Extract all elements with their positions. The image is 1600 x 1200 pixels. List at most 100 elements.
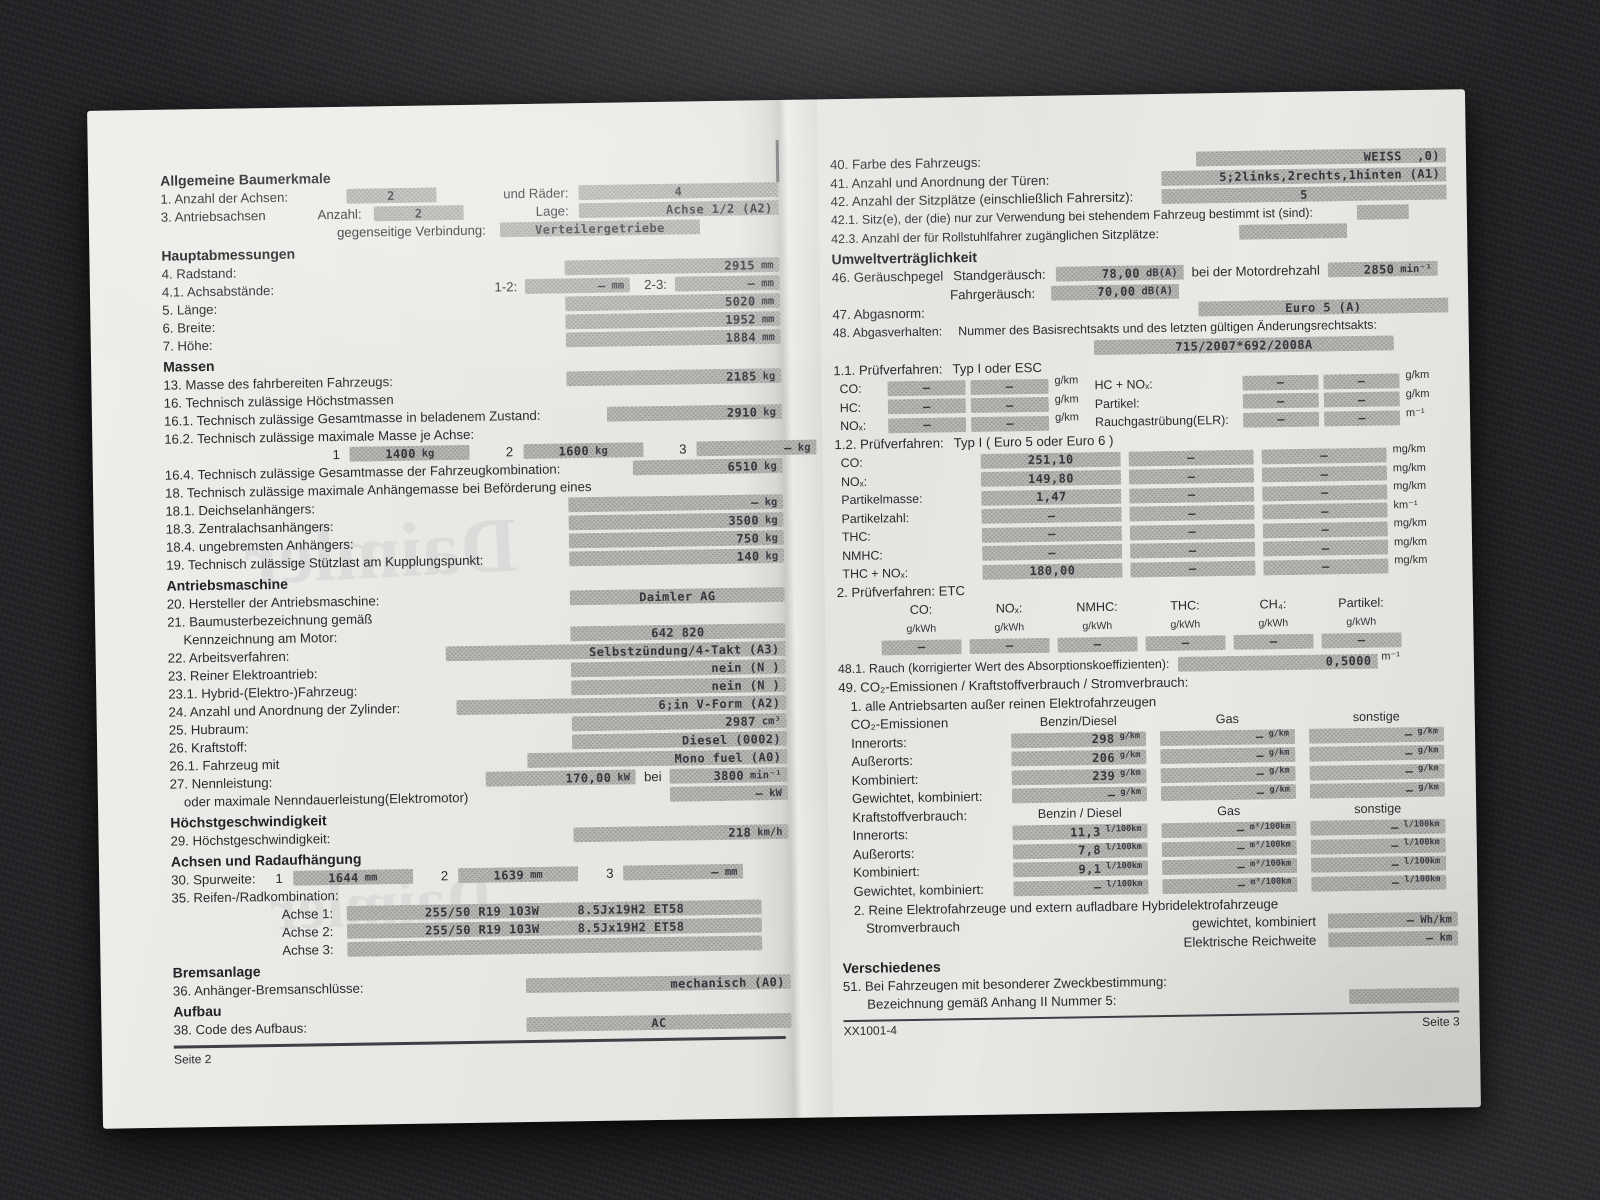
field-label: 23. Reiner Elektroantrieb:	[167, 666, 318, 684]
field-value: Selbstzündung/4-Takt (A3)	[588, 641, 780, 659]
field-label: Achse 1:	[281, 906, 334, 922]
field-value-box: – g/km	[1309, 763, 1445, 781]
field-value: Diesel (0002)	[681, 731, 782, 748]
field-label: HC:	[839, 400, 862, 415]
spacer	[1049, 178, 1161, 180]
field-unit: g/km	[1417, 726, 1439, 737]
spacer	[568, 192, 578, 193]
inline-text: g/kWh	[1082, 619, 1113, 632]
field-label: Achse 3:	[282, 942, 334, 958]
field-label: 27. Nennleistung:	[169, 775, 273, 792]
field-unit: g/km	[1119, 730, 1141, 742]
spacer	[1169, 663, 1177, 664]
field-label: 36. Anhänger-Bremsanschlüsse:	[172, 980, 364, 999]
spacer	[464, 211, 536, 212]
field-value: –	[923, 417, 932, 432]
spacer	[357, 688, 571, 691]
spacer	[315, 505, 568, 509]
unit-label: mg/km	[1392, 461, 1426, 474]
field-label: Innerorts:	[850, 734, 907, 751]
field-value-box: AC	[526, 1012, 792, 1033]
field-unit: l/100km	[1105, 823, 1142, 834]
field-value-box: 1952 mm	[565, 311, 781, 330]
unit-label: g/km	[1405, 387, 1430, 400]
spacer	[630, 284, 644, 285]
field-value: –	[1391, 838, 1400, 853]
field-label: Kennzeichnung am Motor:	[183, 630, 338, 648]
field-label: 5. Länge:	[162, 301, 218, 318]
field-value: –	[1237, 840, 1245, 855]
field-value: 2185	[726, 368, 757, 384]
field-value: –	[1188, 543, 1197, 558]
field-value: –	[1276, 393, 1285, 408]
inline-text: Nummer des Basisrechtsakts und des letzt…	[958, 317, 1377, 339]
field-label: Außerorts:	[852, 845, 915, 862]
field-value-box: – Wh/km	[1327, 911, 1459, 929]
field-unit: kW	[769, 786, 782, 799]
spacer	[340, 454, 350, 455]
field-unit: g/km	[1417, 744, 1439, 756]
field-label: 16. Technisch zulässige Höchstmassen	[163, 392, 394, 411]
field-value: –	[922, 380, 931, 395]
field-value-box: 3500 kg	[568, 511, 784, 531]
field-unit: g/km	[1269, 765, 1290, 776]
field-value-box: –	[1262, 539, 1389, 557]
field-label: CO₂-Emissionen	[850, 715, 949, 732]
spacer	[662, 776, 670, 777]
spacer	[643, 449, 679, 451]
field-value: 2	[387, 188, 395, 203]
spacer	[1409, 210, 1447, 212]
field-value: –	[1188, 524, 1197, 539]
inline-text: CO:	[909, 602, 933, 618]
field-value: 251,10	[1027, 452, 1074, 468]
field-label: oder maximale Nenndauerleistung(Elektrom…	[183, 789, 469, 810]
field-label: 48. Abgasverhalten:	[832, 324, 943, 341]
field-value: 9,1	[1078, 861, 1102, 876]
field-unit: kg	[764, 495, 778, 508]
field-value-box: – g/km	[1160, 765, 1296, 783]
field-value-box: 1644 mm	[292, 868, 413, 886]
field-value: –	[1236, 822, 1245, 837]
page-number-label: Seite 2	[173, 1052, 212, 1067]
field-value: –	[1187, 469, 1196, 484]
field-unit: g/km	[1120, 786, 1141, 797]
field-label: Partikelzahl:	[841, 510, 910, 526]
field-value-box: 642 820	[570, 622, 786, 642]
field-value: nein (N )	[711, 659, 781, 675]
spacer	[1116, 997, 1349, 1001]
inline-text: Gas	[1217, 803, 1241, 819]
field-value-box: –	[1130, 560, 1256, 578]
spacer	[379, 598, 569, 601]
field-value-box: –	[1130, 541, 1256, 559]
spacer	[333, 913, 347, 914]
field-unit: min⁻¹	[1400, 262, 1432, 275]
spacer	[1254, 456, 1262, 457]
field-value-box: –	[970, 396, 1049, 414]
spacer	[272, 779, 486, 782]
field-value-box: –	[982, 543, 1123, 561]
field-label: Kombiniert:	[853, 863, 920, 880]
field-value-box: 2185 kg	[566, 368, 782, 387]
field-value: 70,00	[1097, 284, 1136, 300]
spacer	[962, 646, 970, 647]
field-value-box: –	[1323, 409, 1401, 426]
field-value: 6;in V-Form (A2)	[658, 695, 781, 712]
unit-label: mg/km	[1394, 553, 1428, 567]
field-value-box	[1356, 203, 1409, 220]
field-value-box: –	[887, 379, 966, 396]
spacer	[334, 523, 569, 527]
field-value-box: 1600 kg	[523, 442, 644, 460]
field-unit: g/km	[1120, 767, 1141, 779]
field-value-box: 5020 mm	[565, 293, 781, 312]
spacer	[569, 210, 579, 211]
spacer	[236, 268, 564, 273]
field-value: 149,80	[1027, 470, 1074, 486]
field-value-box: Achse 1/2 (A2)	[578, 200, 779, 219]
spacer	[274, 287, 494, 290]
field-label: THC:	[841, 529, 871, 545]
field-value-box: WEISS ,0)	[1195, 147, 1447, 167]
field-label: 40. Farbe des Fahrzeugs:	[829, 154, 982, 173]
field-value: 642 820	[651, 624, 705, 640]
field-unit: km/h	[757, 825, 783, 838]
field-label: 48.1. Rauch (korrigierter Wert des Absor…	[837, 656, 1170, 677]
